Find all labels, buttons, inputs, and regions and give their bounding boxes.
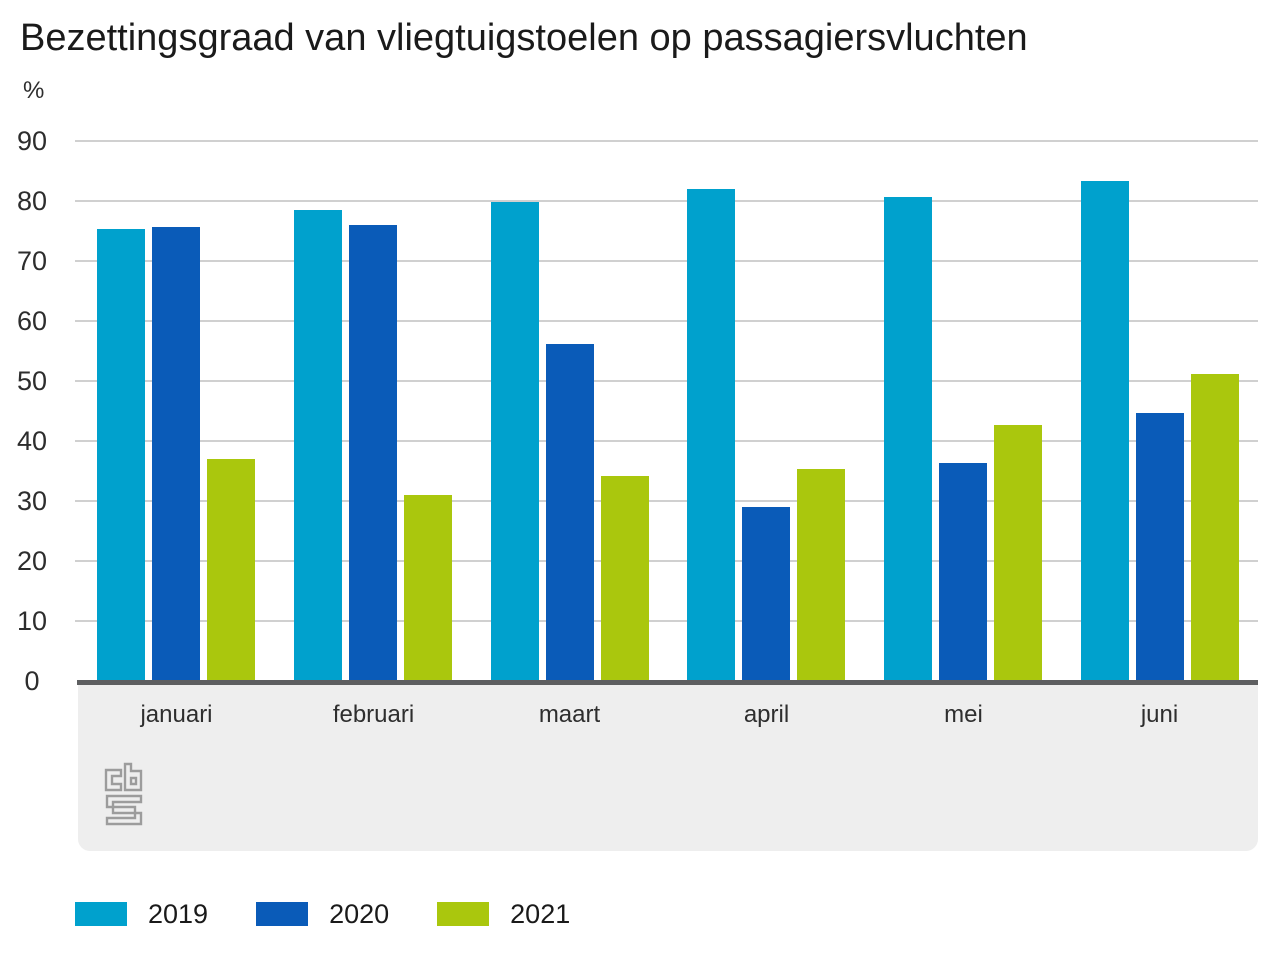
legend-swatch-2019 <box>75 902 127 926</box>
x-axis-line <box>77 680 1258 685</box>
gridline-10 <box>75 620 1258 622</box>
gridline-40 <box>75 440 1258 442</box>
bar-2019-februari <box>294 210 342 681</box>
y-tick-label-10: 10 <box>16 606 48 636</box>
bar-2019-mei <box>884 197 932 681</box>
gridline-80 <box>75 200 1258 202</box>
gridline-90 <box>75 140 1258 142</box>
bar-2019-maart <box>491 202 539 681</box>
bar-2020-juni <box>1136 413 1184 681</box>
cbs-logo-letter-s <box>105 794 143 826</box>
cbs-logo-letter-b-counter <box>129 776 138 786</box>
bar-2021-mei <box>994 425 1042 681</box>
cbs-logo-letter-b <box>123 762 143 792</box>
gridline-70 <box>75 260 1258 262</box>
legend-swatch-2021 <box>437 902 490 926</box>
gridline-20 <box>75 560 1258 562</box>
legend: 2019 2020 2021 <box>75 900 570 928</box>
cbs-logo-letter-c <box>104 768 123 792</box>
chart-title: Bezettingsgraad van vliegtuigstoelen op … <box>20 17 1028 59</box>
bar-2021-april <box>797 469 845 681</box>
bar-2021-juni <box>1191 374 1239 681</box>
y-tick-label-50: 50 <box>16 366 48 396</box>
bar-2021-februari <box>404 495 452 681</box>
gridline-50 <box>75 380 1258 382</box>
x-axis-label-mei: mei <box>944 701 983 728</box>
legend-label-2021: 2021 <box>510 899 571 929</box>
y-tick-label-40: 40 <box>16 426 48 456</box>
y-tick-label-70: 70 <box>16 246 48 276</box>
legend-swatch-2020 <box>256 902 309 926</box>
bar-2020-april <box>742 507 790 681</box>
legend-item-2020: 2020 <box>256 900 389 928</box>
bar-2021-januari <box>207 459 255 681</box>
x-axis-label-januari: januari <box>140 701 213 728</box>
bar-2019-april <box>687 189 735 681</box>
chart-footer: januari februari maart april mei juni <box>78 685 1258 851</box>
y-tick-label-80: 80 <box>16 186 48 216</box>
bar-2020-januari <box>152 227 200 681</box>
bar-2020-februari <box>349 225 397 681</box>
legend-label-2019: 2019 <box>148 899 209 929</box>
y-tick-label-0: 0 <box>24 666 40 696</box>
bar-2019-januari <box>97 229 145 681</box>
legend-label-2020: 2020 <box>329 899 390 929</box>
legend-item-2021: 2021 <box>437 900 570 928</box>
gridline-30 <box>75 500 1258 502</box>
x-axis-label-april: april <box>743 701 790 728</box>
y-tick-label-60: 60 <box>16 306 48 336</box>
y-tick-label-90: 90 <box>16 126 48 156</box>
y-tick-label-20: 20 <box>16 546 48 576</box>
y-axis-unit-label: % <box>23 77 45 104</box>
cbs-logo-icon <box>104 762 143 826</box>
x-axis-label-juni: juni <box>1140 701 1179 728</box>
x-axis-labels: januari februari maart april mei juni <box>78 700 1258 732</box>
x-axis-label-februari: februari <box>332 701 415 728</box>
bar-2020-maart <box>546 344 594 681</box>
bar-2020-mei <box>939 463 987 681</box>
bar-2019-juni <box>1081 181 1129 681</box>
bar-2021-maart <box>601 476 649 681</box>
y-tick-label-30: 30 <box>16 486 48 516</box>
gridline-60 <box>75 320 1258 322</box>
legend-item-2019: 2019 <box>75 900 208 928</box>
x-axis-label-maart: maart <box>538 701 601 728</box>
